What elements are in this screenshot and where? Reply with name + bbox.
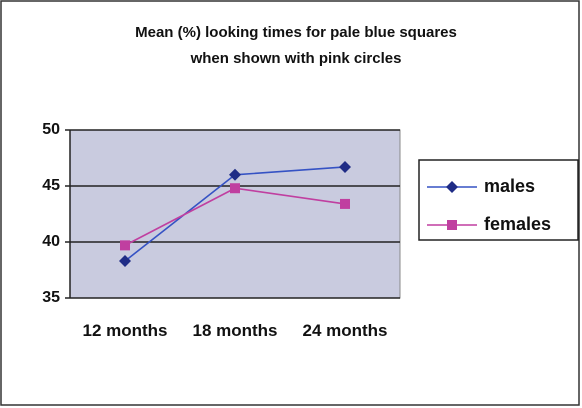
legend-label: females	[484, 214, 551, 234]
marker	[230, 183, 240, 194]
x-tick-label: 24 months	[302, 321, 388, 340]
y-tick-label: 50	[42, 121, 60, 138]
marker	[339, 160, 351, 173]
marker	[340, 198, 350, 209]
marker	[229, 168, 241, 181]
y-tick-label: 35	[42, 289, 60, 306]
legend-marker	[447, 220, 457, 230]
marker	[119, 255, 131, 268]
chart-title: when shown with pink circles	[190, 50, 402, 67]
marker	[120, 240, 130, 251]
y-tick-label: 40	[42, 233, 60, 250]
legend-label: males	[484, 176, 535, 196]
x-tick-label: 18 months	[192, 321, 278, 340]
x-tick-label: 12 months	[82, 321, 168, 340]
y-tick-label: 45	[42, 177, 60, 194]
legend-box	[418, 159, 579, 241]
legend-marker	[446, 181, 458, 193]
chart-title: Mean (%) looking times for pale blue squ…	[135, 24, 457, 41]
plot-area	[69, 129, 401, 299]
